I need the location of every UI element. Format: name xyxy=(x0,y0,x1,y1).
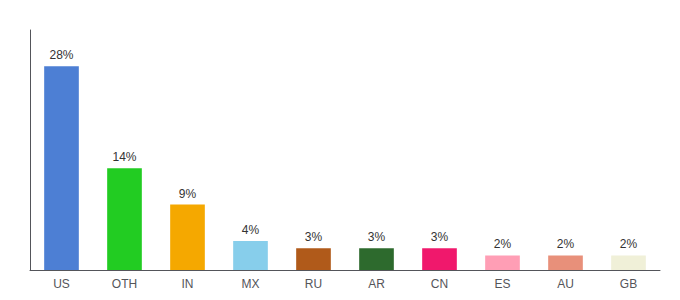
svg-text:US: US xyxy=(53,277,70,291)
svg-text:2%: 2% xyxy=(557,237,575,251)
svg-text:GB: GB xyxy=(620,277,637,291)
svg-text:3%: 3% xyxy=(368,230,386,244)
svg-text:2%: 2% xyxy=(620,237,638,251)
svg-text:28%: 28% xyxy=(49,48,73,62)
svg-text:IN: IN xyxy=(182,277,194,291)
svg-text:4%: 4% xyxy=(242,223,260,237)
svg-text:RU: RU xyxy=(305,277,322,291)
svg-text:3%: 3% xyxy=(305,230,323,244)
svg-text:AR: AR xyxy=(368,277,385,291)
svg-text:ES: ES xyxy=(494,277,510,291)
svg-text:OTH: OTH xyxy=(112,277,137,291)
svg-text:2%: 2% xyxy=(494,237,512,251)
svg-text:14%: 14% xyxy=(112,150,136,164)
svg-text:3%: 3% xyxy=(431,230,449,244)
svg-text:MX: MX xyxy=(242,277,260,291)
svg-text:CN: CN xyxy=(431,277,448,291)
svg-text:9%: 9% xyxy=(179,187,197,201)
svg-text:AU: AU xyxy=(557,277,574,291)
